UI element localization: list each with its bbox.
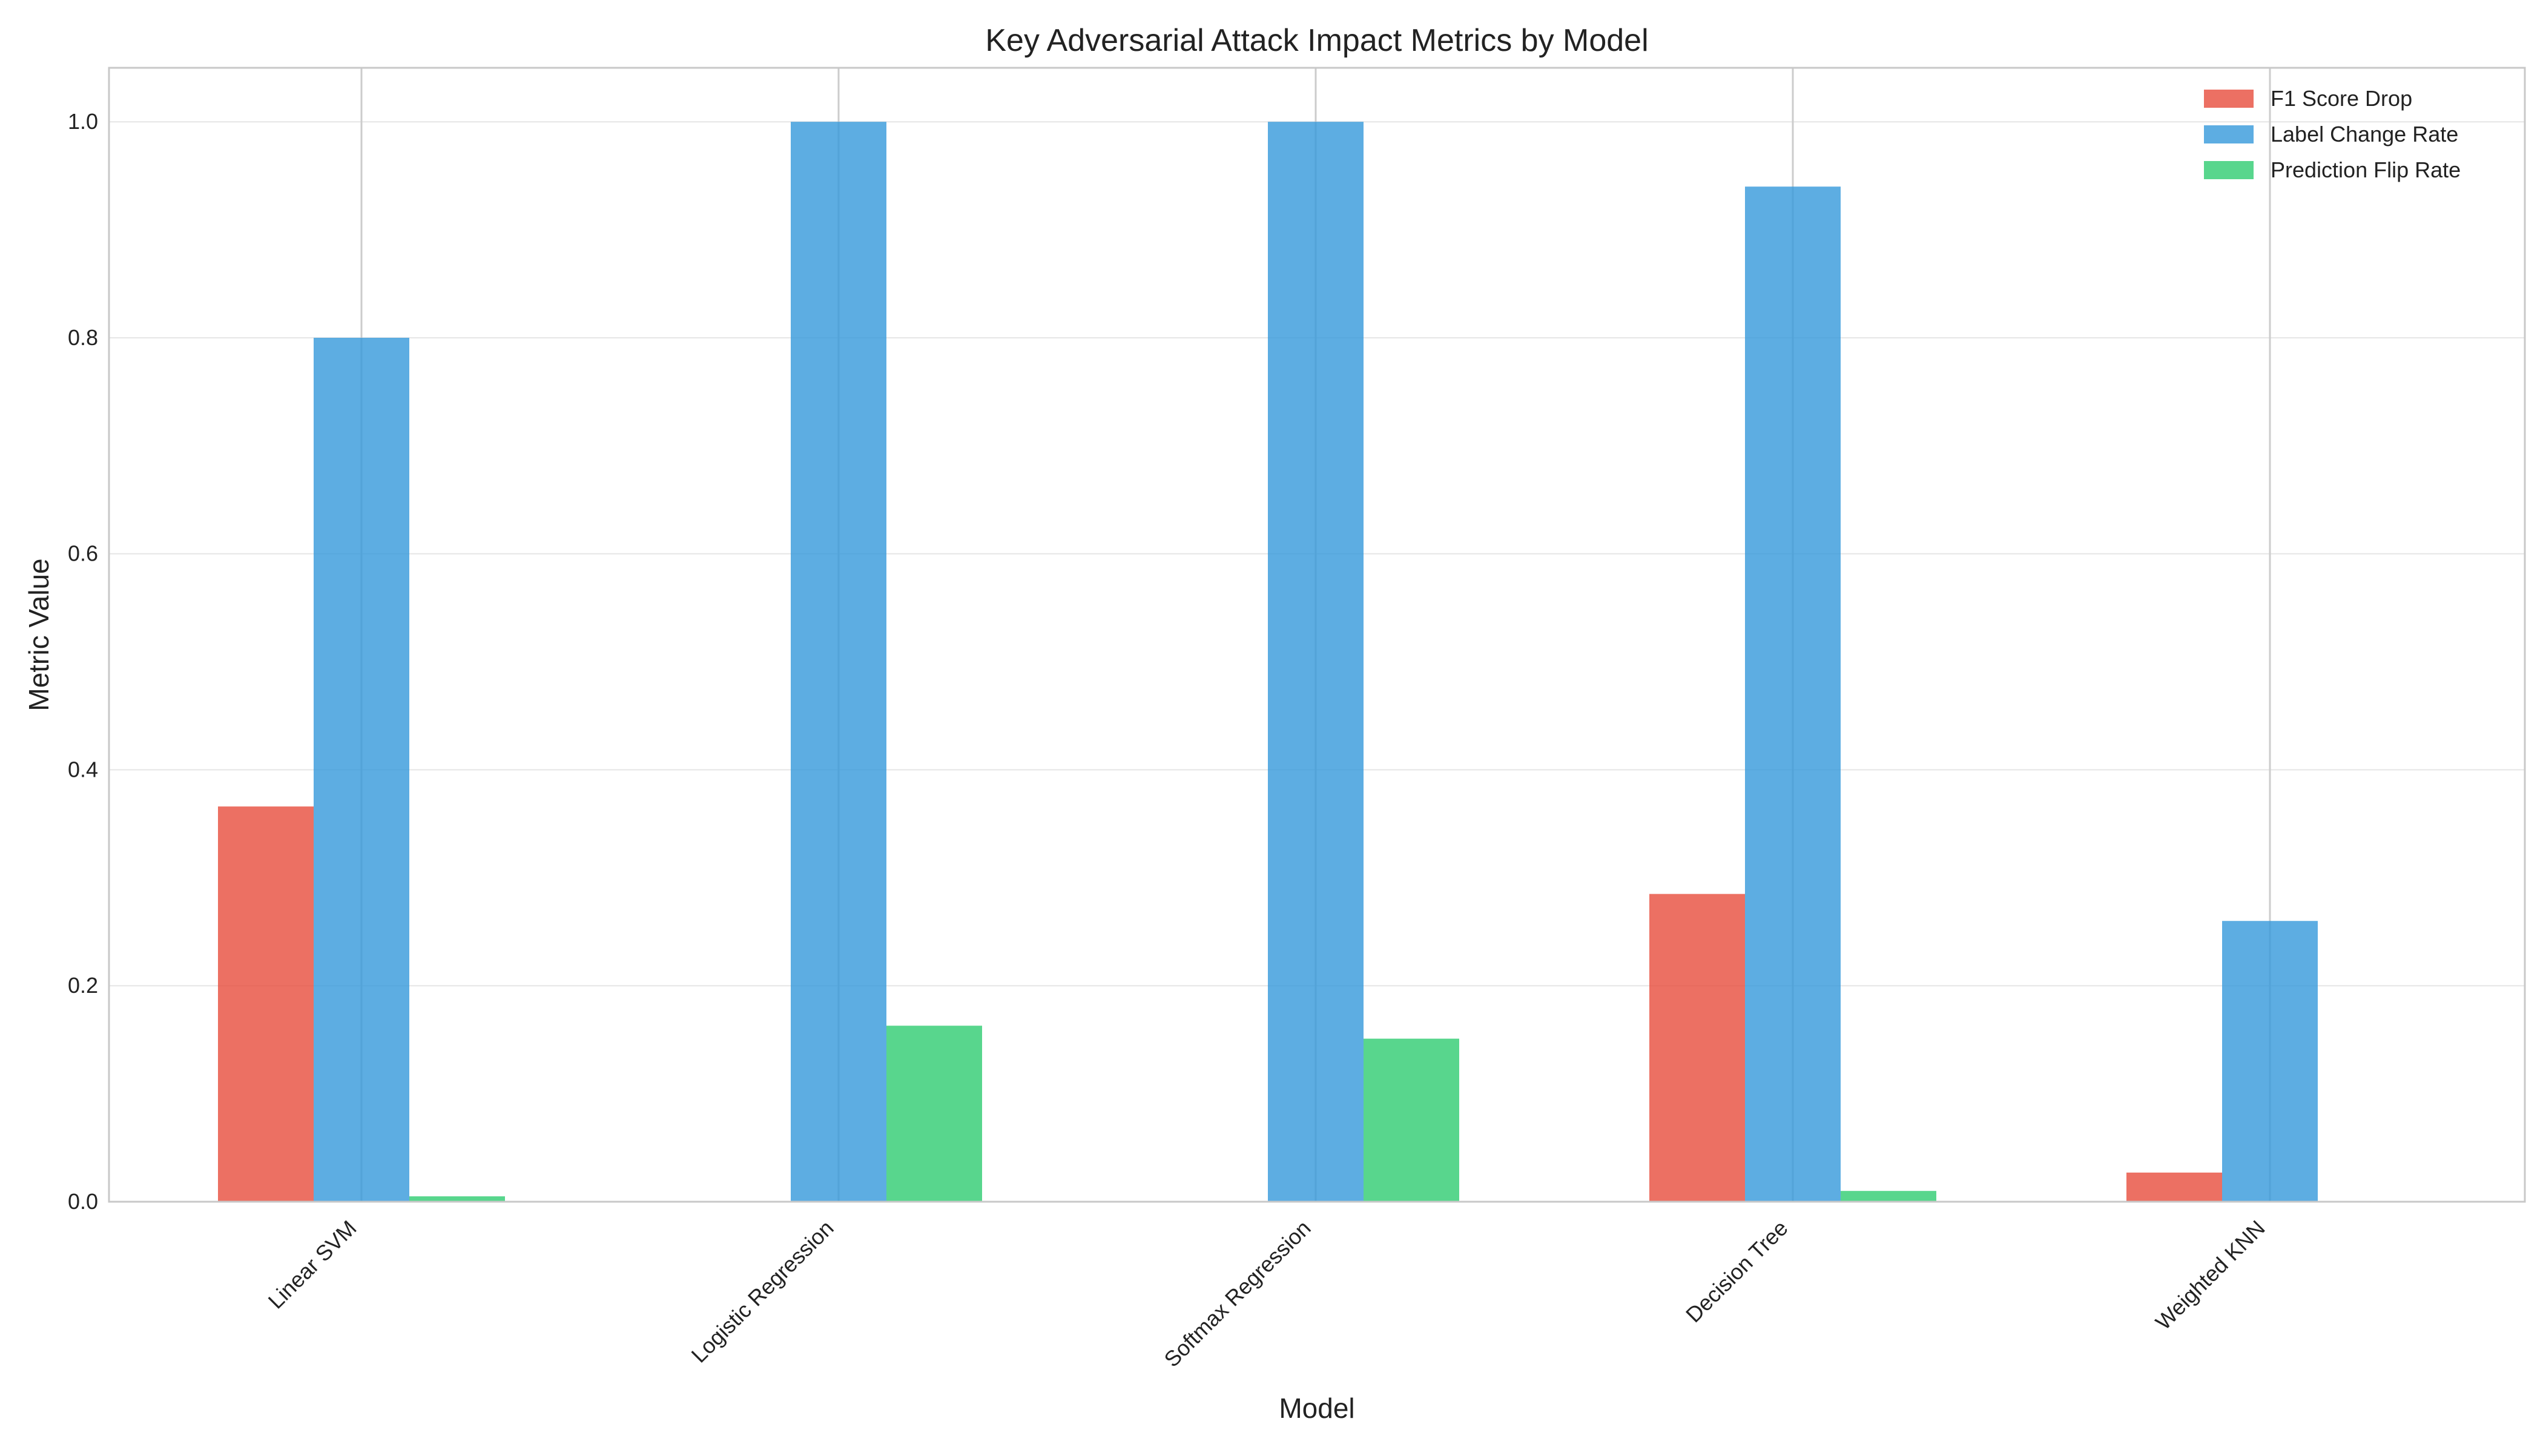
y-axis-ticks: 0.0 0.2 0.4 0.6 0.8 1.0: [68, 109, 98, 1214]
bar-label-change-rate: [1268, 122, 1364, 1202]
chart-title: Key Adversarial Attack Impact Metrics by…: [985, 23, 1648, 58]
bar-label-change-rate: [2222, 921, 2318, 1202]
y-tick-label: 0.2: [68, 973, 98, 998]
y-tick-label: 0.6: [68, 541, 98, 566]
bar-prediction-flip-rate: [409, 1196, 505, 1202]
legend: F1 Score Drop Label Change Rate Prediction…: [2204, 86, 2461, 182]
legend-label: F1 Score Drop: [2271, 86, 2412, 111]
bar-label-change-rate: [314, 337, 409, 1202]
bars: [218, 122, 2318, 1202]
y-tick-label: 0.4: [68, 757, 98, 782]
bar-prediction-flip-rate: [886, 1026, 982, 1202]
bar-f1-score-drop: [1649, 894, 1745, 1202]
bar-f1-score-drop: [218, 806, 314, 1202]
y-tick-label: 0.0: [68, 1189, 98, 1214]
y-axis-label: Metric Value: [23, 558, 54, 711]
x-axis-label: Model: [1279, 1392, 1354, 1424]
legend-label: Label Change Rate: [2271, 122, 2458, 147]
bar-prediction-flip-rate: [1364, 1038, 1459, 1202]
bar-f1-score-drop: [2126, 1172, 2222, 1202]
bar-label-change-rate: [791, 122, 886, 1202]
legend-swatch: [2204, 90, 2254, 108]
bar-label-change-rate: [1745, 186, 1841, 1202]
y-tick-label: 0.8: [68, 325, 98, 350]
bar-prediction-flip-rate: [1841, 1191, 1936, 1202]
y-tick-label: 1.0: [68, 109, 98, 134]
plot-frame: [108, 67, 2526, 1203]
legend-swatch: [2204, 125, 2254, 143]
legend-swatch: [2204, 161, 2254, 179]
legend-label: Prediction Flip Rate: [2271, 157, 2461, 182]
